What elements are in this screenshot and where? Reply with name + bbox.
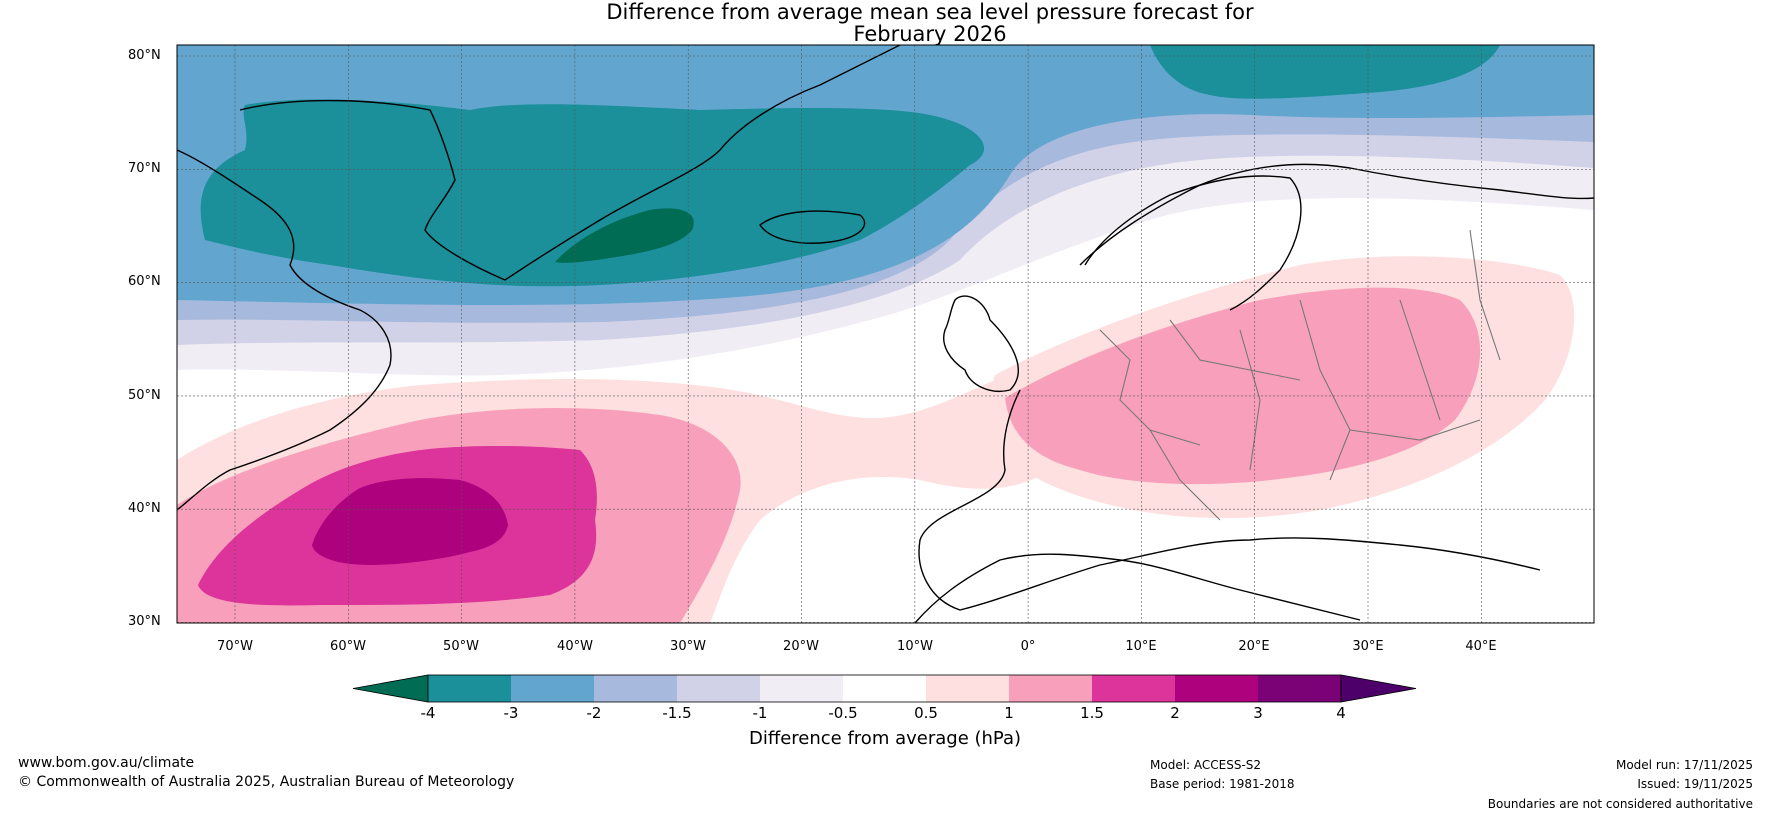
greenland-coast [239, 45, 901, 281]
colorbar-tick-4: -1.5 [662, 704, 692, 722]
colorbar-segment [594, 675, 677, 702]
colorbar-extend-low [352, 674, 429, 703]
lon-label-10w: 10°W [897, 639, 933, 654]
colorbar-segment [511, 675, 594, 702]
lon-label-20w: 20°W [783, 639, 819, 654]
colorbar-tick-9: 1.5 [1080, 704, 1104, 722]
scandinavia-coast [1084, 175, 1302, 311]
colorbar-segment [428, 675, 511, 702]
website-link[interactable]: www.bom.gov.au/climate [18, 755, 195, 771]
contour-2 [312, 478, 508, 565]
lon-label-30e: 30°E [1352, 639, 1384, 654]
british-isles-coast [943, 295, 1019, 392]
lat-label-80n: 80°N [128, 48, 161, 63]
lon-label-50w: 50°W [443, 639, 479, 654]
colorbar-tick-8: 1 [1004, 704, 1014, 722]
lat-label-50n: 50°N [128, 388, 161, 403]
colorbar-tick-2: -3 [503, 704, 519, 722]
colorbar [352, 674, 1417, 703]
lat-label-30n: 30°N [128, 614, 161, 629]
european-borders [1099, 229, 1501, 521]
colorbar-segment [760, 675, 843, 702]
copyright-text: © Commonwealth of Australia 2025, Austra… [18, 774, 515, 790]
colorbar-tick-7: 0.5 [914, 704, 938, 722]
lat-label-40n: 40°N [128, 501, 161, 516]
colorbar-tick-1: -4 [420, 704, 436, 722]
model-run-text: Model run: 17/11/2025 [1615, 758, 1753, 772]
coastlines [177, 45, 1594, 623]
lon-label-60w: 60°W [330, 639, 366, 654]
contour-minus-4 [555, 208, 694, 263]
colorbar-segment [1175, 675, 1258, 702]
colorbar-tick-12: 4 [1336, 704, 1346, 722]
lon-label-40e: 40°E [1465, 639, 1497, 654]
colorbar-tick-10: 2 [1170, 704, 1180, 722]
contour-minus-3-arctic [1150, 45, 1500, 99]
colorbar-segment [1009, 675, 1092, 702]
lon-label-40w: 40°W [557, 639, 593, 654]
colorbar-segment [1092, 675, 1175, 702]
country-borders [1099, 229, 1501, 521]
lon-label-70w: 70°W [217, 639, 253, 654]
colorbar-frame [427, 674, 1342, 703]
lat-label-60n: 60°N [128, 274, 161, 289]
map-area [177, 45, 1594, 623]
lat-label-70n: 70°N [128, 161, 161, 176]
lon-label-0: 0° [1020, 639, 1036, 654]
colorbar-segment [926, 675, 1009, 702]
africa-coast [914, 553, 1361, 623]
model-text: Model: ACCESS-S2 [1150, 758, 1262, 772]
colorbar-tick-5: -1 [752, 704, 768, 722]
base-period-text: Base period: 1981-2018 [1150, 777, 1295, 791]
map-frame [176, 44, 1595, 624]
colorbar-tick-11: 3 [1253, 704, 1263, 722]
map-title-line2: February 2026 [853, 22, 1007, 46]
contour-1-europe [1005, 287, 1481, 485]
lon-label-10e: 10°E [1125, 639, 1157, 654]
north-america-coast [177, 149, 392, 511]
colorbar-extend-high [1340, 674, 1417, 703]
contour-minus-3 [200, 99, 985, 287]
issued-text: Issued: 19/11/2025 [1637, 777, 1753, 791]
map-title-line1: Difference from average mean sea level p… [606, 0, 1254, 24]
europe-coast [918, 163, 1594, 611]
disclaimer-text: Boundaries are not considered authoritat… [1487, 797, 1753, 811]
colorbar-tick-6: -0.5 [828, 704, 858, 722]
lon-label-30w: 30°W [670, 639, 706, 654]
colorbar-segment [1258, 675, 1341, 702]
colorbar-segment [677, 675, 760, 702]
lon-label-20e: 20°E [1238, 639, 1270, 654]
colorbar-segment [843, 675, 926, 702]
iceland-coast [759, 210, 866, 244]
colorbar-label: Difference from average (hPa) [748, 728, 1022, 749]
colorbar-tick-3: -2 [586, 704, 602, 722]
